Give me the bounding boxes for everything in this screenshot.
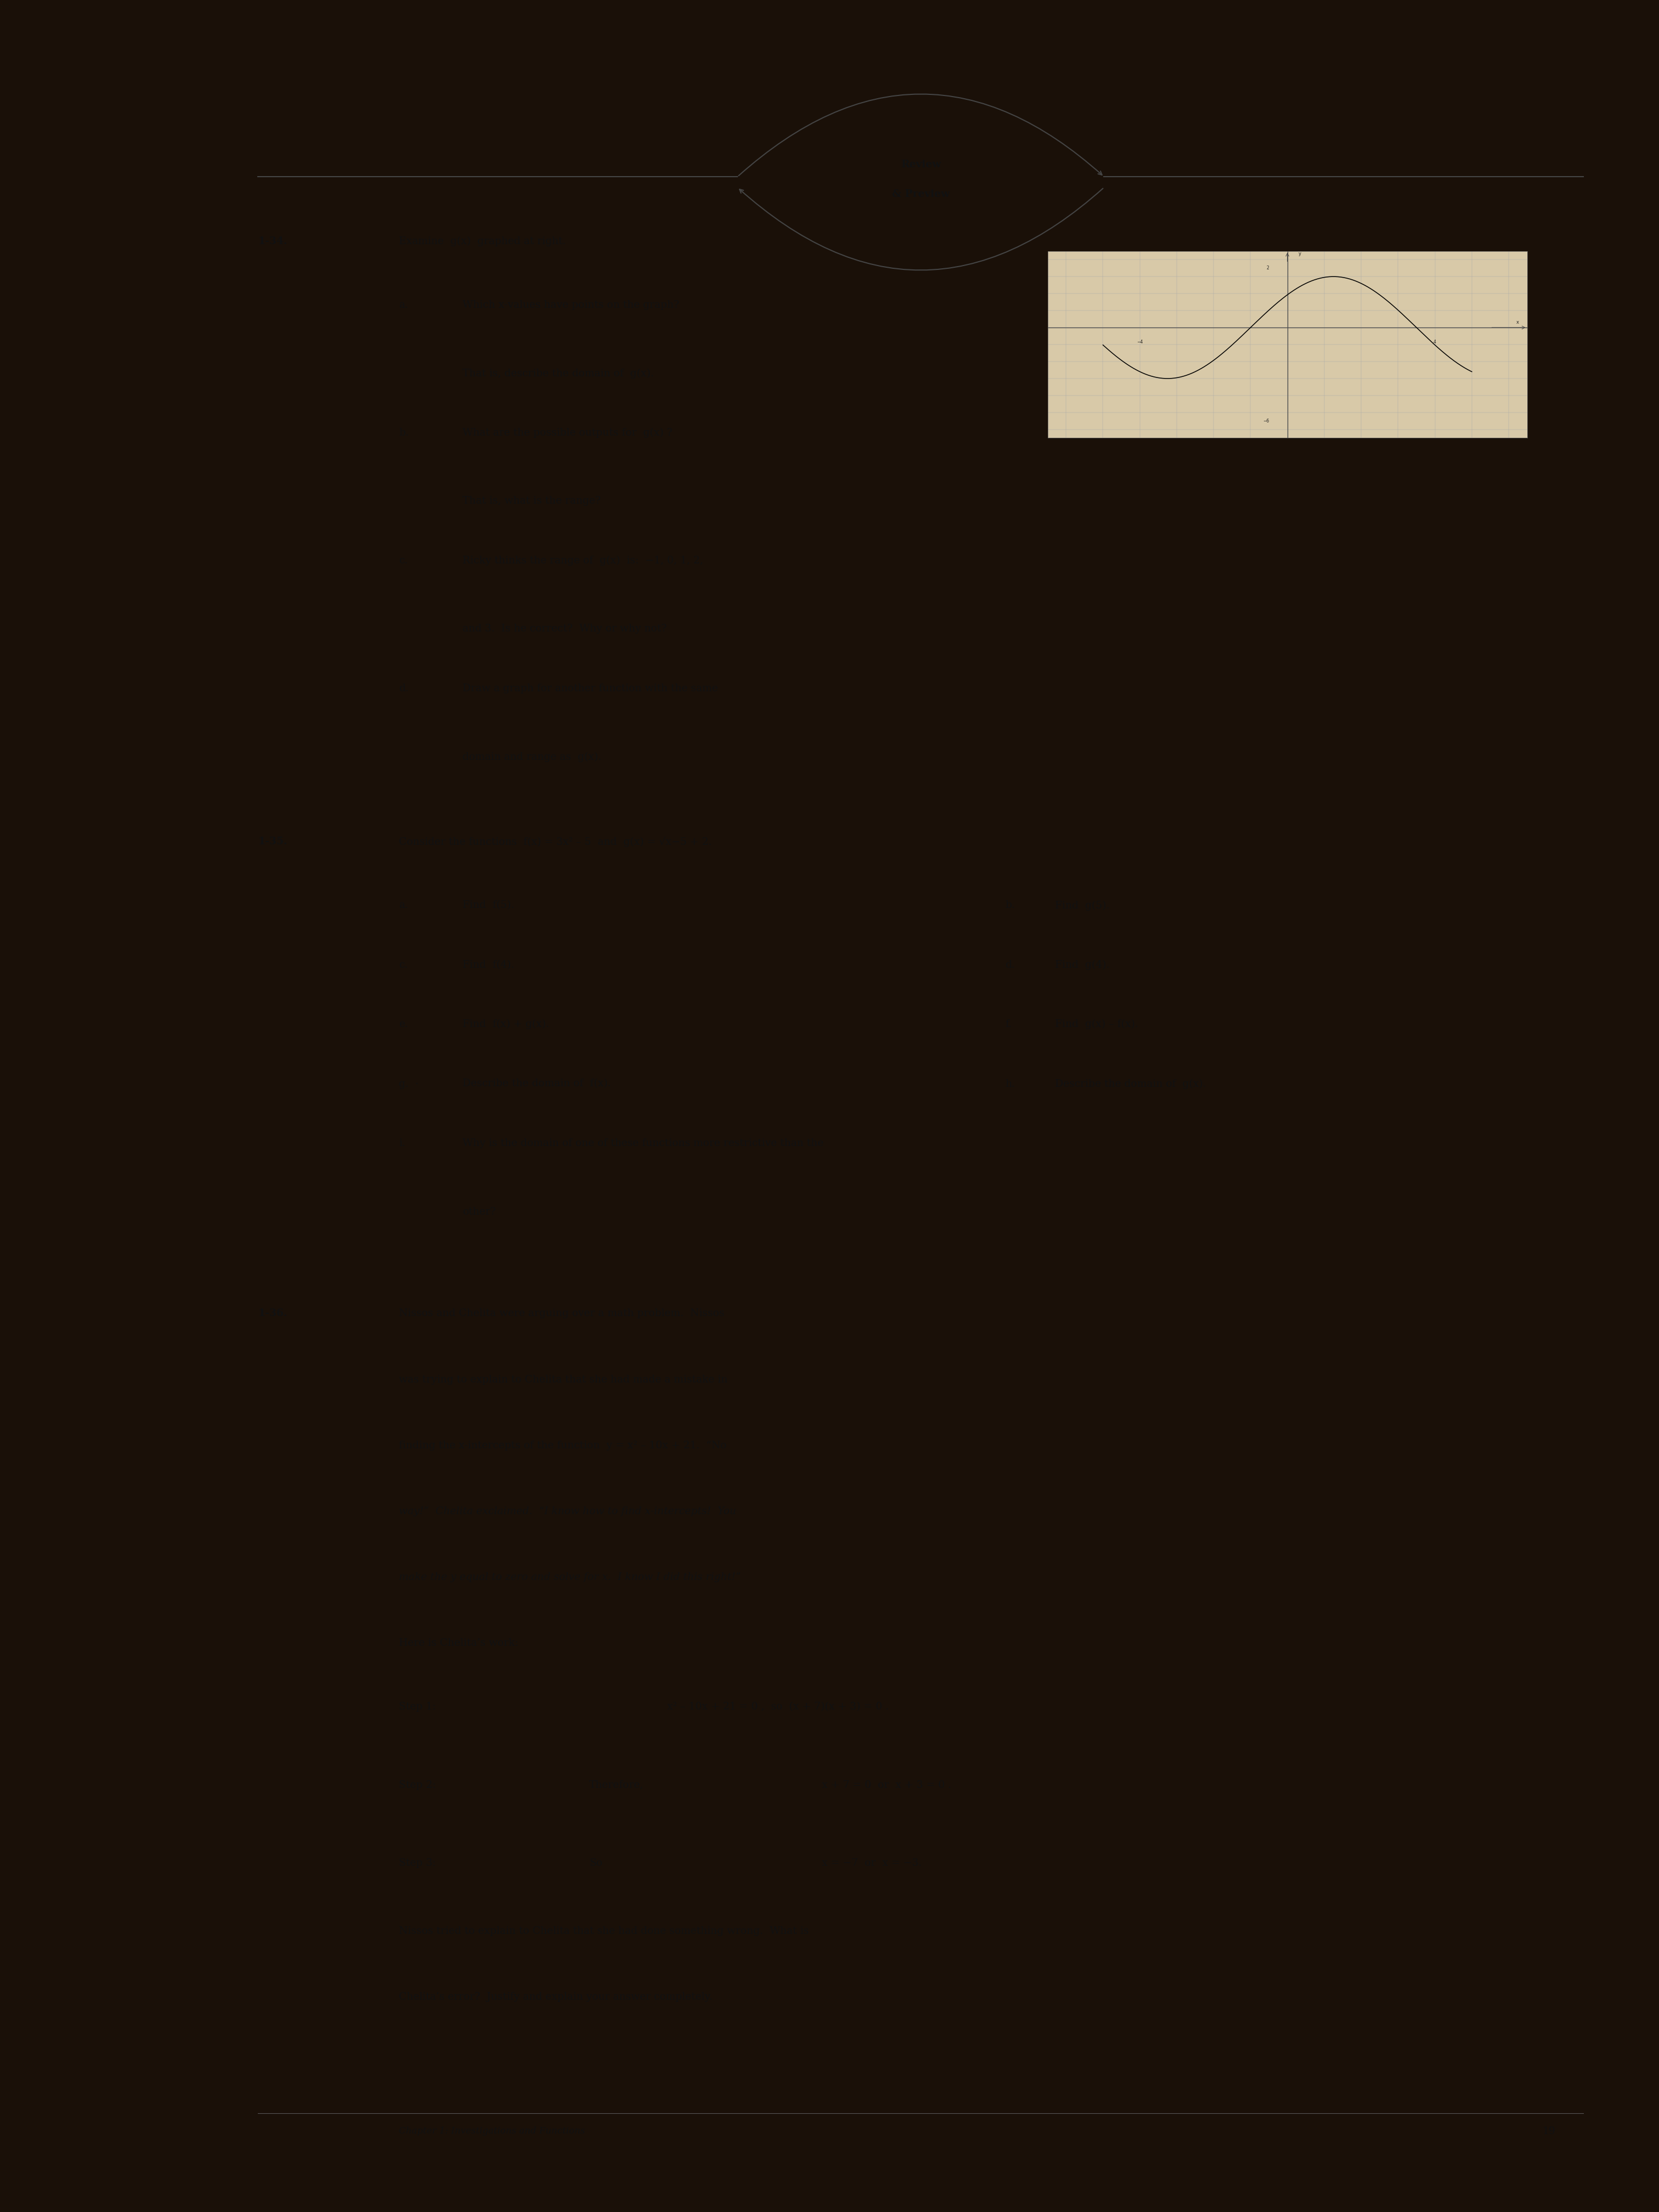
Text: 19: 19 — [1543, 2126, 1556, 2137]
Text: Find  g(4).: Find g(4). — [1055, 960, 1110, 969]
Text: c.: c. — [398, 555, 408, 566]
Text: h.: h. — [1005, 1079, 1015, 1088]
Text: x: x — [1516, 321, 1518, 325]
Text: Find  f(4).: Find f(4). — [463, 960, 514, 969]
Text: g.  ·: g. · — [398, 1079, 418, 1088]
Text: Why is the domain of one of these functions more restrictive than the: Why is the domain of one of these functi… — [463, 1139, 823, 1148]
Text: & Preview: & Preview — [893, 190, 949, 199]
Text: b.: b. — [398, 427, 408, 438]
Text: d.: d. — [1005, 960, 1015, 969]
Text: That is, what is the range?: That is, what is the range? — [463, 495, 601, 507]
Text: Describe the domain of  g(x).: Describe the domain of g(x). — [1055, 1079, 1206, 1088]
Text: y: y — [1299, 252, 1301, 257]
Text: Draw a graph for another function with the same: Draw a graph for another function with t… — [463, 684, 718, 692]
Text: Nissos tried to explain to Chelita that she had done something wrong.  What is: Nissos tried to explain to Chelita that … — [398, 1927, 810, 1936]
FancyArrowPatch shape — [738, 95, 1102, 175]
Text: make the y equal to zero and solve for x.  I know I did this right!”: make the y equal to zero and solve for x… — [398, 1573, 742, 1582]
Text: Nissos and Chelita were arguing over a math problem.  Nissos: Nissos and Chelita were arguing over a m… — [398, 1310, 725, 1318]
Text: x² – 10x + 21 = 0 ,  so  (x + 7)(x + 3) = 0 .: x² – 10x + 21 = 0 , so (x + 7)(x + 3) = … — [667, 1701, 889, 1712]
Text: Find  g(5).: Find g(5). — [1055, 900, 1110, 911]
Text: a.: a. — [398, 900, 408, 911]
Text: 1-34.: 1-34. — [257, 237, 287, 246]
Text: Step 2:: Step 2: — [398, 1781, 436, 1790]
Text: a.: a. — [398, 301, 408, 310]
Text: 1-36.: 1-36. — [257, 1310, 287, 1318]
Text: Consider the functions  f(x) = 3x² – 5  and  g(x) = √x−5 + 2.: Consider the functions f(x) = 3x² – 5 an… — [398, 836, 712, 847]
Text: b.: b. — [1005, 900, 1015, 911]
Text: Which x-values have points on the graph?: Which x-values have points on the graph? — [463, 301, 679, 310]
Text: Step 3:: Step 3: — [398, 1858, 436, 1869]
Text: That is, describe the domain of  g(x).: That is, describe the domain of g(x). — [463, 369, 654, 378]
Text: Therefore,: Therefore, — [589, 1781, 644, 1790]
Text: c.: c. — [398, 960, 408, 969]
Text: d.: d. — [398, 684, 408, 692]
Text: x = −7  or  x = −3.: x = −7 or x = −3. — [821, 1858, 922, 1869]
Text: −6: −6 — [1262, 418, 1269, 422]
Text: Review: Review — [901, 159, 941, 170]
Text: 2: 2 — [1266, 265, 1269, 270]
Text: Here is Chelita’s work:: Here is Chelita’s work: — [398, 1639, 518, 1648]
Text: was trying to explain to Chelita that she had made a mistake in: was trying to explain to Chelita that sh… — [398, 1374, 728, 1385]
Text: Find  f(5).: Find f(5). — [463, 900, 514, 911]
Text: Find  g(x) – f(x).: Find g(x) – f(x). — [1055, 1020, 1138, 1029]
Text: finding the x-intercepts of the function  y = x² – 10x + 21.  “No: finding the x-intercepts of the function… — [398, 1440, 727, 1451]
Text: Ricky thinks the range of  g(x)  is:  −1, 0, 1, 2,: Ricky thinks the range of g(x) is: −1, 0… — [463, 555, 703, 566]
Text: Describe the domain of  f(x).: Describe the domain of f(x). — [463, 1079, 611, 1088]
Text: −4: −4 — [1136, 338, 1143, 345]
Text: Find  f(x) + g(x).: Find f(x) + g(x). — [463, 1020, 549, 1029]
Text: domain and range as  g(x).: domain and range as g(x). — [463, 752, 601, 761]
Text: i.: i. — [398, 1139, 405, 1148]
Text: 1-35.: 1-35. — [257, 836, 287, 847]
Text: Step 1:: Step 1: — [398, 1701, 436, 1712]
Text: So: So — [589, 1858, 602, 1869]
Text: x + 7 = 0  or  x + 3 = 0 .: x + 7 = 0 or x + 3 = 0 . — [821, 1781, 952, 1790]
Text: e.: e. — [398, 1020, 408, 1029]
Text: f.: f. — [1005, 1020, 1012, 1029]
Text: What are the possible outputs for  g(x) ?: What are the possible outputs for g(x) ? — [463, 427, 672, 438]
Text: other?: other? — [463, 1208, 496, 1217]
FancyArrowPatch shape — [740, 188, 1103, 270]
Text: Chelita’s error?  Justify and explain your answer completely.: Chelita’s error? Justify and explain you… — [398, 1993, 712, 2002]
Text: Chapter 1: Investigations and Functions: Chapter 1: Investigations and Functions — [398, 2126, 586, 2135]
Text: way!”  Chelita exclaimed.  “I know how to find x-intercepts!  You: way!” Chelita exclaimed. “I know how to … — [398, 1506, 737, 1515]
Text: and 3.  Is he correct?  Why or why not?: and 3. Is he correct? Why or why not? — [463, 624, 667, 635]
Text: Examine  g(x)  graphed at right.: Examine g(x) graphed at right. — [398, 237, 566, 246]
Text: 4: 4 — [1433, 338, 1437, 345]
